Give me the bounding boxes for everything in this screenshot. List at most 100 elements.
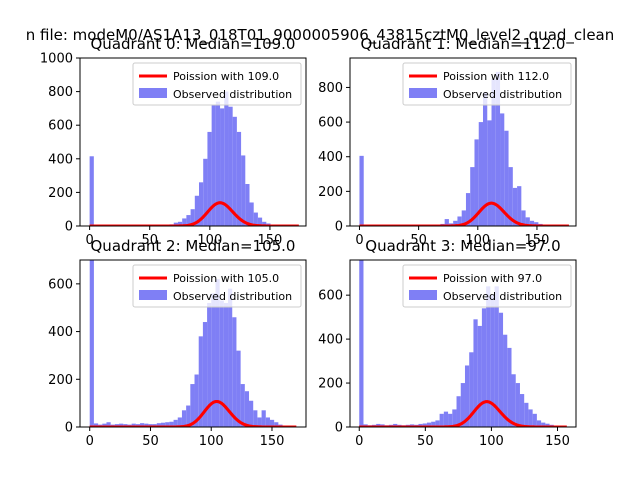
histogram-bar	[418, 423, 423, 427]
x-tick-label: 0	[85, 233, 93, 248]
x-tick-label: 50	[141, 233, 158, 248]
plot-area	[359, 71, 570, 226]
histogram-bar	[220, 108, 225, 226]
y-tick-label: 400	[318, 150, 343, 165]
histogram-bar	[177, 417, 182, 427]
histogram-bar	[536, 420, 542, 427]
histogram-bar	[511, 374, 516, 427]
histogram-bar	[173, 419, 178, 427]
histogram-bar	[452, 409, 457, 427]
y-tick-label: 800	[48, 85, 73, 100]
histogram-bar	[106, 422, 111, 427]
histogram-bar	[249, 400, 254, 427]
y-tick-label: 200	[318, 377, 343, 392]
histogram-bar	[131, 423, 136, 427]
histogram-bar	[177, 221, 183, 226]
axes-frame	[79, 259, 307, 428]
legend-entry: Poission with 97.0	[443, 272, 542, 285]
legend-entry: Observed distribution	[173, 290, 292, 303]
legend: Poission with 109.0 Observed distribution	[132, 62, 302, 106]
histogram-bar	[186, 215, 191, 226]
histogram-bar	[426, 422, 432, 427]
histogram-bar	[211, 293, 216, 427]
histogram-bar	[474, 139, 479, 226]
histogram-bar	[521, 210, 526, 226]
x-tick-label: 0	[86, 434, 94, 449]
histogram-bar	[443, 411, 449, 427]
histogram-bar	[500, 113, 505, 226]
histogram-bar	[491, 78, 496, 226]
histogram-bar	[435, 420, 440, 427]
x-tick-label: 0	[355, 233, 363, 248]
histogram-bar	[140, 423, 145, 427]
histogram-bar	[257, 217, 263, 226]
histogram-bar	[257, 417, 262, 427]
subplot-3: 0 50 100 150 0 200 400 600 Quadrant 3: Median=97…	[318, 237, 577, 449]
histogram-bar	[253, 212, 258, 226]
histogram-bar	[444, 219, 449, 226]
histogram-bar	[393, 423, 398, 427]
legend-patch-swatch	[409, 290, 437, 300]
histogram-bar	[165, 422, 170, 427]
histogram-bar	[376, 423, 381, 427]
subplot-2: 0 50 100 150 0 200 400 600 Quadrant 2: Median=10…	[48, 237, 307, 449]
histogram-bar	[487, 120, 492, 226]
histogram-bar	[241, 155, 246, 226]
axes-frame	[349, 57, 577, 227]
x-tick-label: 100	[197, 233, 222, 248]
histogram-bar	[240, 384, 245, 427]
histogram-bar	[524, 402, 529, 427]
histogram-bar	[525, 217, 530, 226]
subplot-title: Quadrant 1: Median=112.0	[361, 35, 566, 53]
y-tick-label: 800	[318, 81, 343, 96]
histogram-bar	[465, 193, 471, 226]
histogram-bar	[194, 195, 200, 226]
histogram-bar	[456, 396, 461, 427]
histogram-bar	[89, 156, 94, 226]
legend-entry: Poission with 112.0	[443, 70, 549, 83]
x-tick-label: 150	[260, 434, 285, 449]
histogram-bar	[207, 131, 212, 226]
legend: Poission with 112.0 Observed distribution	[402, 62, 572, 106]
histogram-bar	[439, 413, 444, 427]
y-tick-label: 600	[48, 119, 73, 134]
histogram-bar	[228, 106, 233, 226]
histogram-bar	[224, 91, 229, 226]
legend-patch-swatch	[409, 88, 437, 98]
histogram-bar	[199, 182, 204, 226]
histogram-bar	[186, 405, 191, 427]
x-tick-label: 50	[417, 434, 434, 449]
histogram-bar	[261, 410, 266, 427]
histogram-bar	[262, 221, 267, 226]
x-tick-label: 150	[525, 233, 550, 248]
histogram-bar	[453, 220, 458, 226]
y-tick-label: 600	[48, 277, 73, 292]
x-tick-label: 0	[355, 434, 363, 449]
histogram-bar	[515, 383, 520, 427]
histogram-bar	[102, 423, 107, 427]
legend-patch-swatch	[139, 290, 167, 300]
histogram-bar	[541, 422, 546, 427]
legend: Poission with 97.0 Observed distribution	[402, 264, 572, 308]
y-tick-label: 0	[65, 220, 73, 235]
histogram-bar	[532, 413, 537, 427]
histogram-bar	[545, 423, 550, 427]
histogram-bar	[481, 308, 487, 427]
histogram-bar	[503, 334, 508, 427]
x-tick-label: 50	[410, 233, 427, 248]
histogram-bar	[274, 422, 279, 427]
histogram-bar	[498, 312, 504, 427]
y-tick-label: 0	[65, 421, 73, 436]
legend: Poission with 105.0 Observed distribution	[132, 264, 302, 308]
histogram-bar	[478, 122, 483, 226]
histogram-bar	[232, 317, 237, 427]
legend-entry: Observed distribution	[173, 88, 292, 101]
histogram-bar	[529, 220, 535, 226]
axes-frame	[79, 57, 307, 227]
legend-entry: Poission with 105.0	[173, 272, 279, 285]
y-tick-label: 200	[48, 186, 73, 201]
histogram-bar	[173, 222, 178, 226]
x-tick-label: 50	[142, 434, 159, 449]
subplot-title: Quadrant 0: Median=109.0	[91, 35, 296, 53]
